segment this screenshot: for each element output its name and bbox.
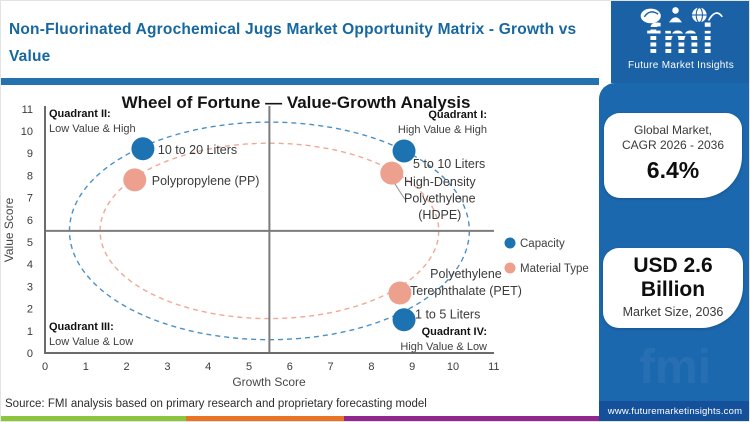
person-icon	[672, 7, 679, 14]
x-tick-5: 5	[246, 361, 252, 373]
dove-wing-icon	[643, 11, 659, 18]
legend-label-material-type: Material Type	[520, 263, 589, 275]
chart-title: Wheel of Fortune — Value-Growth Analysis	[122, 93, 471, 112]
x-tick-11: 11	[488, 361, 499, 373]
x-axis-label: Growth Score	[232, 375, 306, 389]
point-label-high-density-polyethylene-hdpe-line-1: Polyethylene	[404, 192, 476, 206]
quadrant-desc-quadrant-i: High Value & High	[398, 124, 487, 136]
legend-dot-material-type	[504, 262, 516, 274]
quadrant-label-quadrant-iii: Quadrant III:	[49, 321, 114, 333]
y-tick-11: 11	[22, 104, 33, 116]
page-title: Non-Fluorinated Agrochemical Jugs Market…	[9, 21, 577, 65]
main-panel: Non-Fluorinated Agrochemical Jugs Market…	[1, 1, 599, 421]
fmi-logo-subtext: Future Market Insights	[627, 60, 735, 71]
x-tick-3: 3	[164, 361, 170, 373]
point-1-to-5-liters	[392, 308, 416, 332]
strip-segment-purple	[343, 416, 599, 421]
point-label-polypropylene-pp-line-0: Polypropylene (PP)	[152, 174, 260, 188]
point-10-to-20-liters	[131, 137, 155, 161]
market-size-card: USD 2.6 Billion Market Size, 2036	[603, 248, 743, 328]
fmi-watermark: fmi	[639, 341, 711, 394]
point-polyethylene-terephthalate-pet	[388, 281, 412, 305]
y-tick-9: 9	[27, 148, 33, 160]
point-label-1-to-5-liters-line-0: 1 to 5 Liters	[415, 308, 480, 322]
point-high-density-polyethylene-hdpe	[380, 161, 404, 185]
quadrant-label-quadrant-ii: Quadrant II:	[49, 108, 111, 120]
strip-segment-orange	[185, 416, 344, 421]
point-label-10-to-20-liters-line-0: 10 to 20 Liters	[158, 143, 237, 157]
sidebar-panel: Global Market, CAGR 2026 - 2036 6.4% USD…	[599, 83, 749, 421]
x-tick-2: 2	[124, 361, 130, 373]
y-tick-5: 5	[27, 237, 33, 249]
x-tick-7: 7	[328, 361, 334, 373]
y-tick-7: 7	[27, 193, 33, 205]
strip-segment-green	[1, 416, 186, 421]
logo-icons-graphic	[640, 7, 723, 24]
y-tick-2: 2	[27, 304, 33, 316]
market-size-label: Market Size, 2036	[622, 305, 724, 319]
point-label-high-density-polyethylene-hdpe-line-0: High-Density	[404, 175, 476, 189]
cagr-card-label-line1: Global Market,	[633, 123, 713, 137]
y-tick-8: 8	[27, 170, 33, 182]
market-size-value-line1: USD 2.6	[633, 254, 713, 277]
y-axis-label: Value Score	[2, 197, 16, 262]
value-growth-scatter-chart: Wheel of Fortune — Value-Growth Analysis…	[2, 93, 589, 389]
x-tick-1: 1	[83, 361, 89, 373]
point-label-high-density-polyethylene-hdpe-line-2: (HDPE)	[418, 208, 461, 222]
legend-label-capacity: Capacity	[520, 238, 565, 250]
quadrant-desc-quadrant-iii: Low Value & Low	[49, 336, 133, 348]
y-tick-0: 0	[27, 348, 33, 360]
quadrant-desc-quadrant-ii: Low Value & High	[49, 123, 136, 135]
point-polypropylene-pp	[123, 168, 147, 192]
title-underline-bar	[1, 78, 599, 85]
y-tick-6: 6	[27, 215, 33, 227]
point-label-polyethylene-terephthalate-pet-line-0: Polyethylene	[430, 267, 502, 281]
y-tick-4: 4	[27, 259, 33, 271]
leader-line-high-density-polyethylene-hdpe	[393, 181, 406, 200]
cagr-card-label-line2: CAGR 2026 - 2036	[621, 138, 725, 152]
point-label-5-to-10-liters-line-0: 5 to 10 Liters	[413, 157, 485, 171]
quadrant-desc-quadrant-iv: High Value & Low	[400, 341, 487, 353]
fmi-logo: fmi Future Market Insights	[611, 1, 749, 83]
point-5-to-10-liters	[392, 139, 416, 163]
source-note: Source: FMI analysis based on primary re…	[5, 398, 427, 410]
person-body-icon	[669, 17, 682, 23]
website-link[interactable]: www.futuremarketinsights.com	[599, 401, 749, 421]
sidebar: fmi Future Market Insights Global Market…	[599, 1, 749, 421]
y-tick-10: 10	[21, 126, 33, 138]
fmi-logo-text: fmi	[642, 15, 720, 62]
market-size-value-line2: Billion	[640, 278, 706, 301]
x-tick-9: 9	[409, 361, 415, 373]
x-tick-0: 0	[42, 361, 48, 373]
legend-dot-capacity	[504, 237, 516, 249]
x-tick-6: 6	[287, 361, 293, 373]
y-tick-1: 1	[27, 326, 33, 338]
footer-color-strip	[1, 416, 599, 421]
x-tick-4: 4	[205, 361, 211, 373]
point-label-polyethylene-terephthalate-pet-line-1: Terephthalate (PET)	[410, 284, 522, 298]
arc-swoosh-icon	[707, 12, 723, 21]
quadrant-label-quadrant-iv: Quadrant IV:	[422, 326, 487, 338]
cagr-value: 6.4%	[646, 157, 700, 183]
y-tick-3: 3	[27, 281, 33, 293]
quadrant-label-quadrant-i: Quadrant I:	[428, 109, 487, 121]
x-tick-10: 10	[447, 361, 459, 373]
cagr-card: Global Market, CAGR 2026 - 2036 6.4%	[604, 113, 742, 198]
x-tick-8: 8	[368, 361, 374, 373]
